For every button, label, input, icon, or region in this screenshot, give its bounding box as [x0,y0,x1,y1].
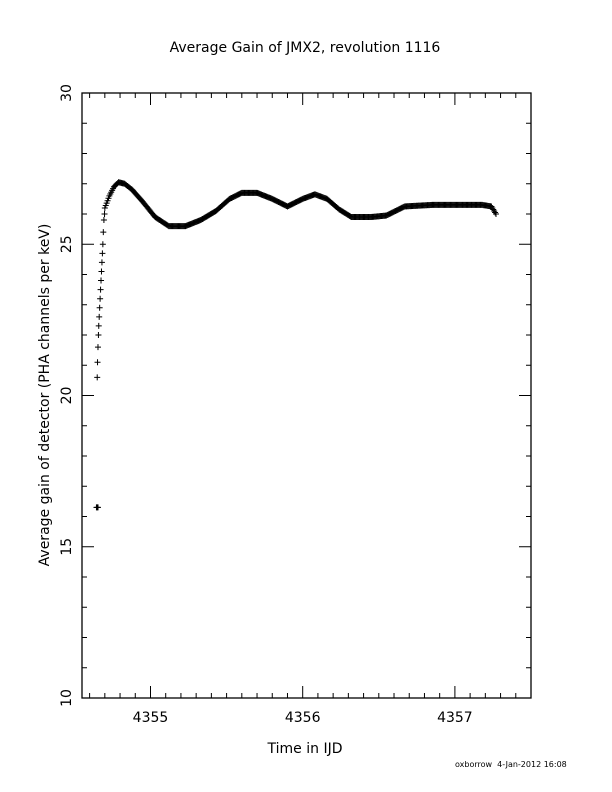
ramp-point [98,277,105,284]
data-points [93,179,499,511]
footer-user: oxborrow [455,760,493,769]
chart-title: Average Gain of JMX2, revolution 1116 [170,40,441,56]
ramp-point [99,250,106,257]
outlier-point [94,504,101,511]
y-tick-label: 15 [59,538,75,556]
footer-timestamp: 4-Jan-2012 16:08 [497,760,567,769]
x-tick-label: 4357 [437,710,473,726]
ramp-point [96,304,103,311]
x-tick-label: 4355 [133,710,169,726]
y-tick-label: 25 [59,235,75,253]
tick-labels: 4355 4356 4357 10 15 20 25 30 [59,84,473,726]
ramp-point [101,211,108,217]
ramp-point [95,322,102,329]
ramp-point [98,259,105,266]
ramp-point [94,344,101,351]
plot-frame [81,92,532,699]
x-tick-label: 4356 [285,710,321,726]
ramp-point [100,229,107,236]
curve-point [492,211,499,217]
x-axis-label: Time in IJD [267,741,343,757]
ramp-point [97,286,104,293]
ramp-point [96,313,103,320]
y-tick-label: 30 [59,84,75,102]
ramp-point [100,217,107,224]
y-tick-label: 10 [59,689,75,707]
plot-footer: oxborrow 4-Jan-2012 16:08 [455,760,567,769]
ramp-point [97,295,104,302]
axis-ticks [82,92,532,699]
y-axis-label: Average gain of detector (PHA channels p… [37,224,53,567]
ramp-point [99,241,106,248]
ramp-point [94,374,101,381]
ramp-point [98,268,105,275]
y-tick-label: 20 [59,387,75,405]
ramp-point [95,332,102,338]
ramp-point [94,359,101,366]
